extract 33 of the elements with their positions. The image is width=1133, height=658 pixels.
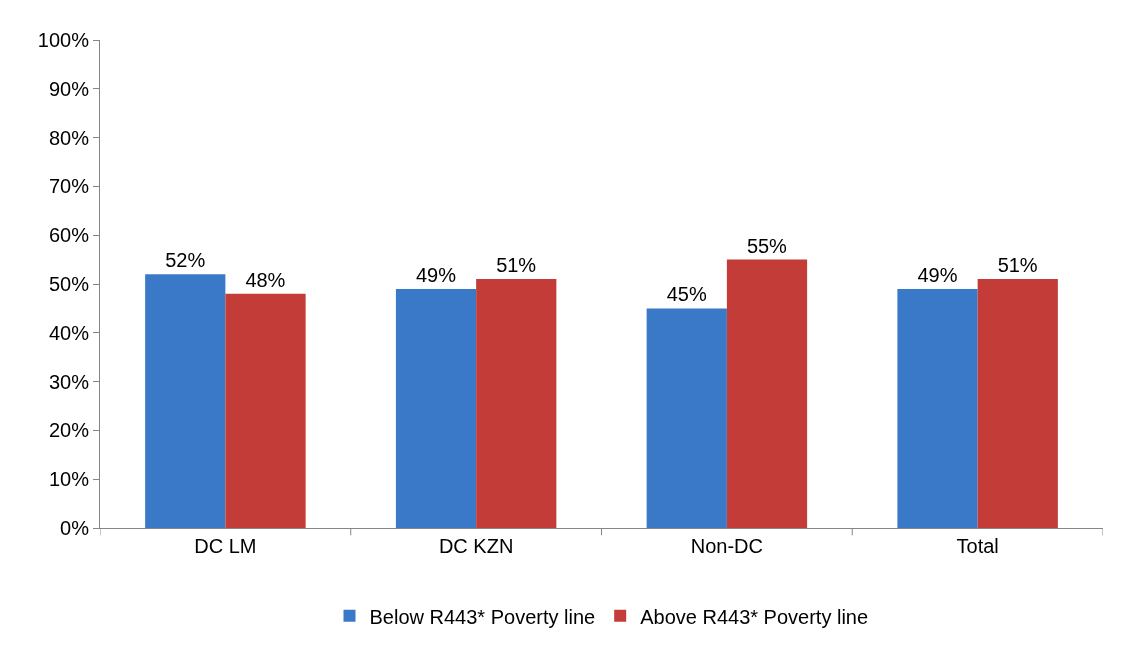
legend-label: Below R443* Poverty line (369, 605, 596, 628)
data-label: 55% (746, 234, 788, 257)
y-tick-label: 80% (48, 126, 90, 149)
bar (977, 279, 1058, 528)
bar (897, 288, 978, 528)
bar (726, 259, 808, 528)
x-tick-label: DC KZN (438, 535, 514, 557)
y-tick-label: 60% (48, 224, 90, 247)
x-tick-label: DC LM (194, 535, 257, 557)
y-tick-label: 40% (48, 321, 90, 344)
x-tick-label: Total (956, 535, 999, 557)
y-tick-label: 30% (48, 370, 90, 393)
data-label: 52% (165, 249, 206, 272)
y-tick-label: 90% (48, 77, 90, 100)
data-label: 51% (496, 254, 537, 277)
bar (395, 288, 477, 528)
y-tick-label: 100% (37, 29, 90, 51)
data-label: 45% (666, 283, 707, 306)
y-tick-label: 0% (60, 517, 90, 539)
data-label: 51% (997, 254, 1038, 277)
bar (225, 293, 306, 528)
y-tick-label: 10% (48, 468, 90, 491)
bar (145, 274, 226, 528)
y-tick-label: 70% (48, 175, 90, 198)
bar (476, 279, 557, 528)
legend-label: Above R443* Poverty line (640, 605, 869, 628)
data-label: 49% (917, 263, 958, 286)
y-tick-label: 50% (48, 273, 90, 295)
x-tick-label: Non-DC (690, 535, 764, 557)
data-label: 49% (415, 263, 457, 286)
bar (646, 308, 727, 528)
y-tick-label: 20% (48, 419, 90, 442)
data-label: 48% (245, 268, 286, 291)
